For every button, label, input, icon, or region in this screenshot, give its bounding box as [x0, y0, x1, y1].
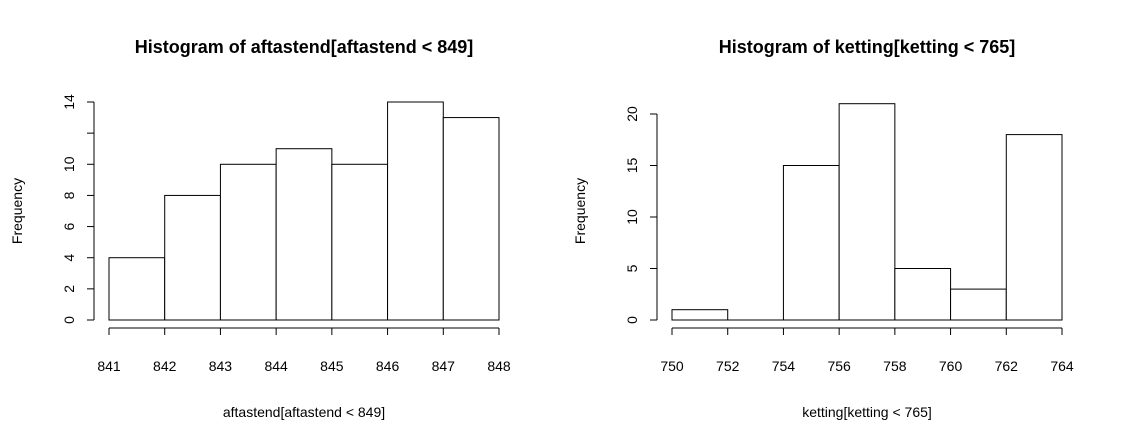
x-tick-label: 842: [153, 358, 177, 374]
x-tick-label: 843: [209, 358, 233, 374]
histogram-bar: [442, 117, 500, 321]
x-tick-label: 844: [264, 358, 288, 374]
x-tick-label: 758: [883, 358, 907, 374]
histogram-bar: [950, 288, 1007, 321]
histogram-bar: [894, 268, 952, 321]
histogram-bar: [275, 148, 333, 321]
chart-title: Histogram of aftastend[aftastend < 849]: [135, 37, 474, 57]
x-tick-label: 847: [432, 358, 456, 374]
histogram-bar: [331, 163, 389, 321]
y-axis-title: Frequency: [572, 178, 588, 244]
y-tick-label: 2: [61, 285, 77, 293]
y-tick-label: 0: [624, 316, 640, 324]
x-axis-title: aftastend[aftastend < 849]: [223, 404, 385, 420]
chart-title: Histogram of ketting[ketting < 765]: [719, 37, 1016, 57]
histogram-panel-2: Histogram of ketting[ketting < 765] 750 75…: [572, 37, 1074, 420]
y-tick-label: 5: [624, 264, 640, 272]
x-axis-title: ketting[ketting < 765]: [802, 404, 932, 420]
histogram-bar: [782, 165, 840, 321]
histogram-bar: [108, 257, 166, 321]
histogram-panel-1: Histogram of aftastend[aftastend < 849] 8…: [9, 37, 511, 420]
y-tick-label: 10: [61, 156, 77, 172]
x-tick-label: 752: [716, 358, 740, 374]
histogram-bar: [164, 194, 221, 321]
y-tick-label: 20: [624, 106, 640, 122]
y-tick-label: 10: [624, 209, 640, 225]
y-tick-label: 15: [624, 158, 640, 174]
x-tick-label: 764: [1050, 358, 1074, 374]
x-tick-label: 750: [660, 358, 684, 374]
x-tick-label: 756: [827, 358, 851, 374]
x-tick-label: 762: [995, 358, 1019, 374]
x-tick-label: 848: [487, 358, 511, 374]
y-tick-label: 14: [61, 94, 77, 110]
x-tick-label: 754: [772, 358, 796, 374]
y-tick-label: 6: [61, 222, 77, 230]
y-tick-label: 8: [61, 191, 77, 199]
histogram-bar: [838, 103, 896, 321]
x-tick-label: 846: [376, 358, 400, 374]
x-tick-label: 845: [320, 358, 344, 374]
y-tick-label: 0: [61, 316, 77, 324]
x-tick-label: 841: [97, 358, 121, 374]
x-tick-label: 760: [939, 358, 963, 374]
histogram-bar: [1005, 134, 1063, 321]
histogram-bar: [671, 309, 729, 321]
y-axis-title: Frequency: [9, 178, 25, 244]
histogram-bar: [219, 163, 277, 321]
y-tick-label: 4: [61, 254, 77, 262]
histogram-bar: [387, 101, 444, 321]
